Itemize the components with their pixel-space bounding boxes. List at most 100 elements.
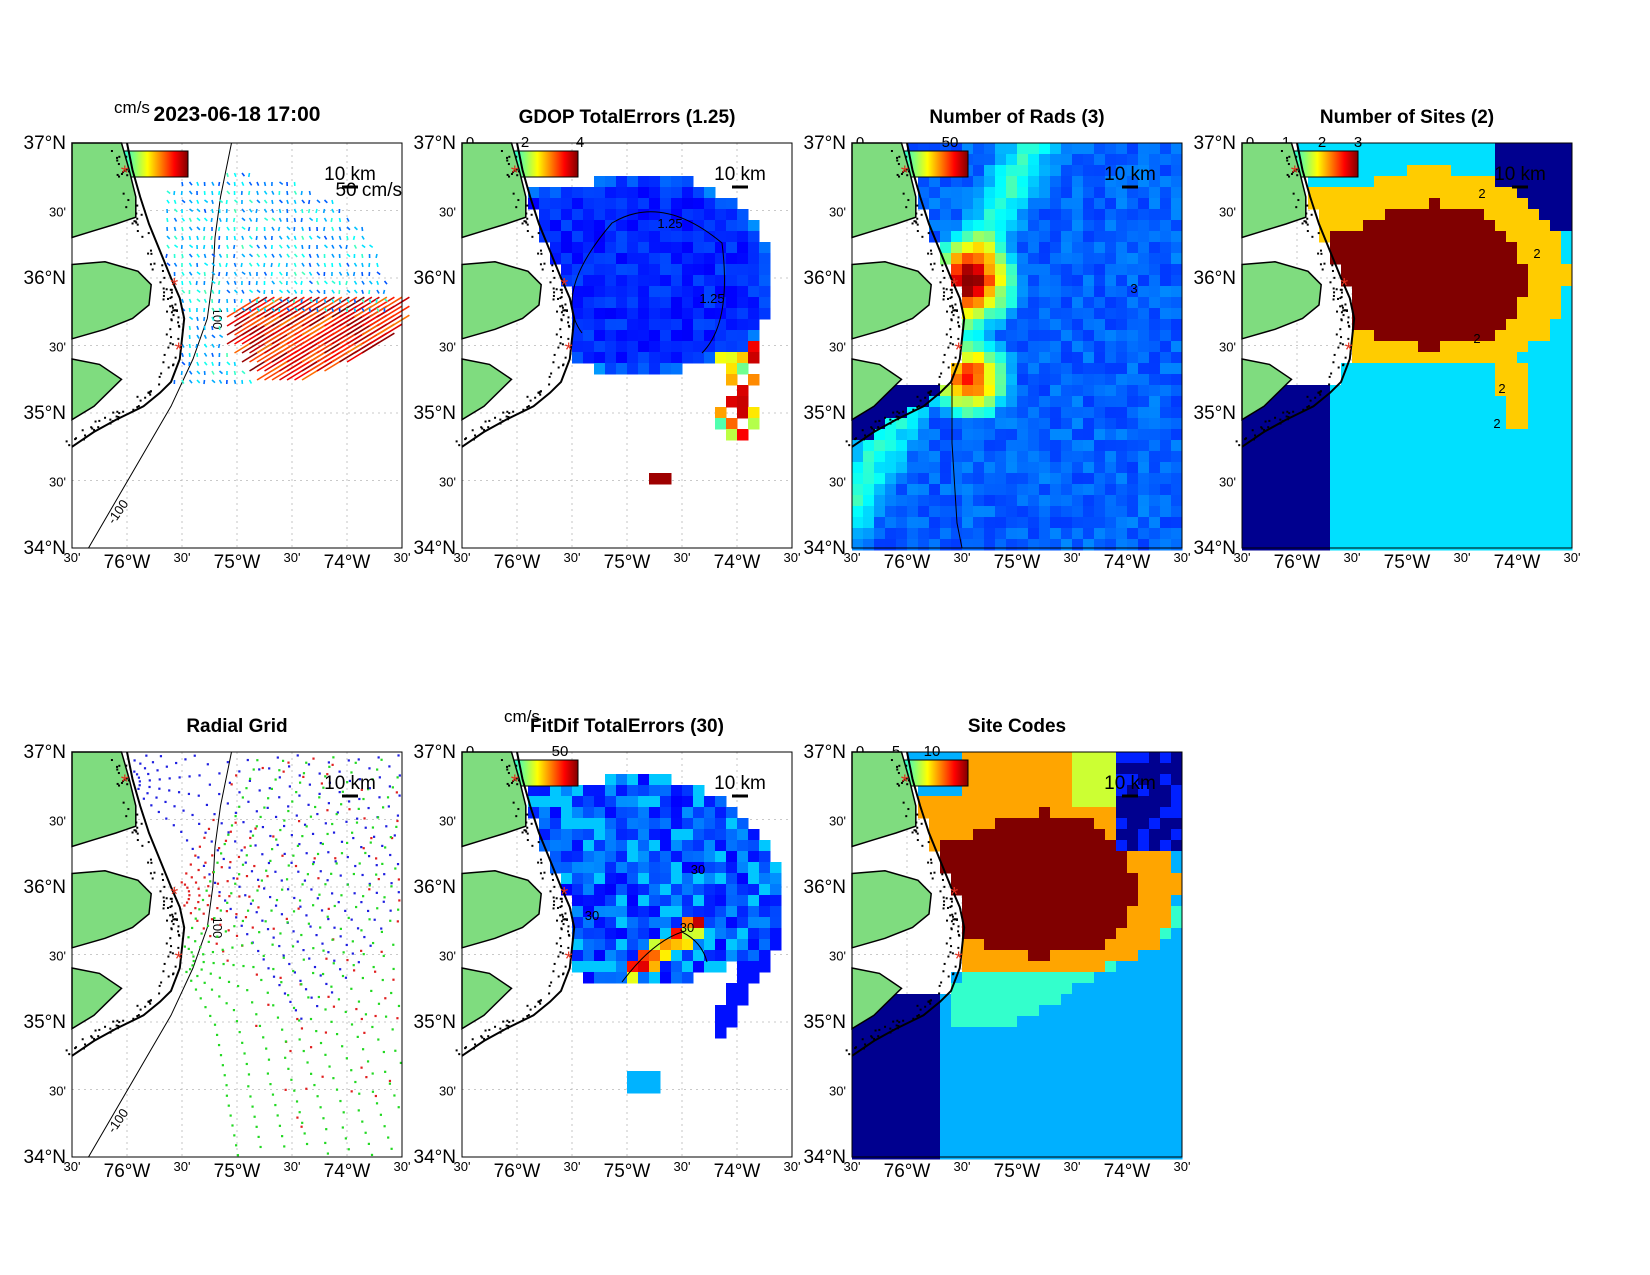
radial-point xyxy=(298,1111,301,1114)
grid-cell xyxy=(704,961,716,973)
shoreline-speck xyxy=(147,861,150,864)
grid-cell xyxy=(1429,297,1441,309)
radar-sites: *** xyxy=(121,163,183,362)
shoreline-speck xyxy=(1292,410,1295,413)
grid-cell xyxy=(852,462,864,474)
grid-cell xyxy=(1160,385,1172,397)
current-vector xyxy=(375,298,378,304)
current-vector xyxy=(248,379,253,384)
lat-tick-label: 30' xyxy=(439,814,456,829)
grid-cell xyxy=(1275,440,1287,452)
grid-cell xyxy=(1561,484,1573,496)
radial-point xyxy=(360,1066,363,1069)
grid-cell xyxy=(1539,473,1551,485)
radial-point xyxy=(275,898,279,902)
radial-point xyxy=(133,759,136,762)
grid-cell xyxy=(682,851,694,863)
radial-point xyxy=(220,852,223,855)
grid-cell xyxy=(583,341,595,353)
shoreline-speck xyxy=(512,780,515,783)
current-vector xyxy=(331,226,335,232)
grid-cell xyxy=(1061,253,1073,265)
grid-cell xyxy=(1473,363,1485,375)
radial-point xyxy=(250,942,254,945)
radial-point xyxy=(182,809,185,812)
current-vector xyxy=(188,325,191,331)
current-vector xyxy=(361,289,365,295)
grid-cell xyxy=(1385,330,1397,342)
grid-cell xyxy=(1550,429,1562,441)
grid-cell xyxy=(1116,539,1128,551)
grid-cell xyxy=(1363,275,1375,287)
grid-cell xyxy=(1517,264,1529,276)
grid-cell xyxy=(1083,484,1095,496)
current-vector xyxy=(218,307,222,313)
shoreline-speck xyxy=(1332,298,1335,301)
grid-cell xyxy=(1028,352,1040,364)
radial-point xyxy=(229,830,232,833)
grid-cell xyxy=(907,495,919,507)
grid-cell xyxy=(1341,429,1353,441)
grid-cell xyxy=(1297,418,1309,430)
grid-cell xyxy=(1473,209,1485,221)
grid-cell xyxy=(874,418,886,430)
grid-cell xyxy=(1451,352,1463,364)
contour-label: 2 xyxy=(1498,381,1505,396)
radial-point xyxy=(218,891,221,894)
grid-cell xyxy=(693,352,705,364)
grid-cell xyxy=(940,539,952,551)
shoreline-speck xyxy=(116,768,119,771)
radial-point xyxy=(335,813,338,816)
lon-tick-label: 30' xyxy=(844,550,861,565)
grid-cell xyxy=(1050,187,1062,199)
current-vector xyxy=(232,217,236,223)
shoreline-speck xyxy=(131,222,134,225)
data-grid xyxy=(852,143,1183,551)
grid-cell xyxy=(874,1016,886,1028)
shoreline-speck xyxy=(949,297,952,300)
grid-cell xyxy=(1116,352,1128,364)
shoreline-speck xyxy=(898,175,901,178)
grid-cell xyxy=(863,473,875,485)
grid-cell xyxy=(973,198,985,210)
grid-cell xyxy=(572,297,584,309)
grid-cell xyxy=(1308,528,1320,540)
radial-point xyxy=(315,1029,318,1033)
grid-cell xyxy=(885,506,897,518)
grid-cell xyxy=(583,187,595,199)
radial-point xyxy=(333,926,336,929)
grid-cell xyxy=(1116,231,1128,243)
radial-point xyxy=(311,862,315,866)
grid-cell xyxy=(671,796,683,808)
grid-cell xyxy=(1286,385,1298,397)
grid-cell xyxy=(1550,220,1562,232)
grid-cell xyxy=(1083,220,1095,232)
radial-point xyxy=(378,796,381,799)
grid-cell xyxy=(1160,429,1172,441)
grid-cell xyxy=(605,796,617,808)
grid-cell xyxy=(1028,154,1040,166)
grid-cell xyxy=(649,862,661,874)
current-vector xyxy=(249,289,254,294)
grid-cell xyxy=(583,785,595,797)
grid-cell xyxy=(572,917,584,929)
lat-tick-label: 30' xyxy=(1219,475,1236,490)
grid-cell xyxy=(885,1038,897,1050)
radial-point xyxy=(366,1060,370,1063)
grid-cell xyxy=(638,209,650,221)
grid-cell xyxy=(973,440,985,452)
radial-point xyxy=(295,791,298,794)
grid-cell xyxy=(627,308,639,320)
grid-cell xyxy=(1160,495,1172,507)
lat-tick-label: 36°N xyxy=(414,268,456,289)
grid-cell xyxy=(1127,407,1139,419)
radial-point xyxy=(221,1064,224,1067)
grid-cell xyxy=(1138,165,1150,177)
grid-cell xyxy=(1083,363,1095,375)
grid-cell xyxy=(1451,528,1463,540)
grid-cell xyxy=(1473,396,1485,408)
grid-cell xyxy=(539,220,551,232)
radial-point xyxy=(204,861,207,864)
shoreline-speck xyxy=(65,1049,68,1052)
grid-cell xyxy=(583,275,595,287)
